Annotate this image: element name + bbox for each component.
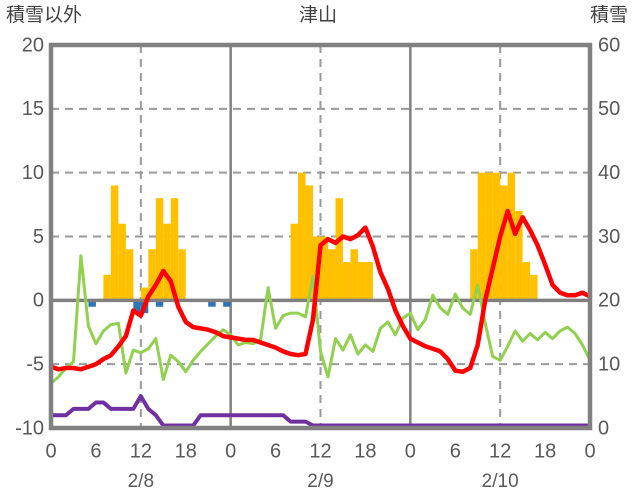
- right-axis-tick: 50: [598, 98, 620, 120]
- sunshine-bar: [522, 262, 531, 301]
- sunshine-bar: [342, 262, 351, 301]
- precip-bar: [223, 300, 231, 307]
- hour-tick-label: 6: [450, 440, 461, 462]
- precip-bar: [88, 300, 96, 307]
- precip-bar: [155, 300, 164, 307]
- right-axis-tick: 60: [598, 34, 620, 56]
- hour-tick-label: 18: [354, 440, 376, 462]
- sunshine-bar: [335, 198, 343, 301]
- hour-tick-label: 0: [45, 440, 56, 462]
- sunshine-bar: [298, 172, 306, 301]
- temperature-line: [48, 208, 593, 375]
- sunshine-bar: [163, 223, 171, 301]
- precip-bar: [208, 300, 216, 307]
- sunshine-bar: [350, 249, 358, 301]
- snow-depth-line: [49, 394, 592, 428]
- sunshine-bar: [110, 185, 119, 301]
- sunshine-bar: [290, 223, 299, 301]
- sunshine-bar: [155, 198, 164, 301]
- sunshine-bar: [118, 223, 126, 301]
- sunshine-bar: [170, 198, 179, 301]
- hour-tick-label: 12: [309, 440, 331, 462]
- sunshine-bar: [492, 172, 501, 301]
- hour-tick-label: 6: [270, 440, 281, 462]
- plot-border: [48, 42, 593, 431]
- sunshine-bar: [305, 185, 314, 301]
- day-label: 2/10: [482, 471, 519, 492]
- day-label: 2/9: [307, 471, 333, 492]
- sunshine-bar: [103, 274, 111, 301]
- hour-tick-label: 0: [584, 440, 595, 462]
- hour-tick-label: 0: [225, 440, 236, 462]
- left-axis-title: 積雪以外: [6, 5, 83, 26]
- sunshine-bar: [515, 210, 523, 301]
- hour-tick-label: 0: [405, 440, 416, 462]
- left-axis-tick: 15: [22, 98, 44, 120]
- sunshine-bar: [320, 236, 328, 301]
- sunshine-bar: [507, 172, 516, 301]
- right-axis-tick: 40: [598, 162, 620, 184]
- sunshine-bar: [140, 287, 149, 301]
- right-axis-title: 積雪: [589, 5, 628, 26]
- hour-tick-label: 6: [90, 440, 101, 462]
- green-line: [49, 254, 592, 385]
- sunshine-bar: [327, 249, 336, 301]
- left-axis-tick: 20: [22, 34, 44, 56]
- chart-title: 津山: [298, 5, 338, 26]
- left-axis-tick: 0: [33, 290, 44, 312]
- left-axis-tick: 10: [22, 162, 44, 184]
- sunshine-bar: [357, 262, 366, 301]
- sunshine-bar: [125, 249, 134, 301]
- left-axis-tick: 5: [33, 226, 44, 248]
- sunshine-bar: [477, 172, 486, 301]
- sunshine-bar: [470, 249, 478, 301]
- sunshine-bar: [500, 185, 508, 301]
- left-axis-tick: -10: [15, 417, 44, 439]
- right-axis-tick: 30: [598, 226, 620, 248]
- right-axis-tick: 10: [598, 353, 620, 375]
- sunshine-bar: [530, 274, 538, 301]
- sunshine-bar: [178, 249, 186, 301]
- right-axis-tick: 0: [598, 417, 609, 439]
- right-axis-tick: 20: [598, 290, 620, 312]
- hour-tick-label: 12: [130, 440, 152, 462]
- sunshine-bar: [148, 249, 156, 301]
- hour-tick-label: 12: [489, 440, 511, 462]
- day-label: 2/8: [128, 471, 154, 492]
- left-axis-tick: -5: [26, 353, 44, 375]
- hour-tick-label: 18: [534, 440, 556, 462]
- sunshine-bar: [485, 172, 493, 301]
- sunshine-bar: [365, 262, 373, 301]
- precip-bar: [133, 300, 141, 314]
- hour-tick-label: 18: [175, 440, 197, 462]
